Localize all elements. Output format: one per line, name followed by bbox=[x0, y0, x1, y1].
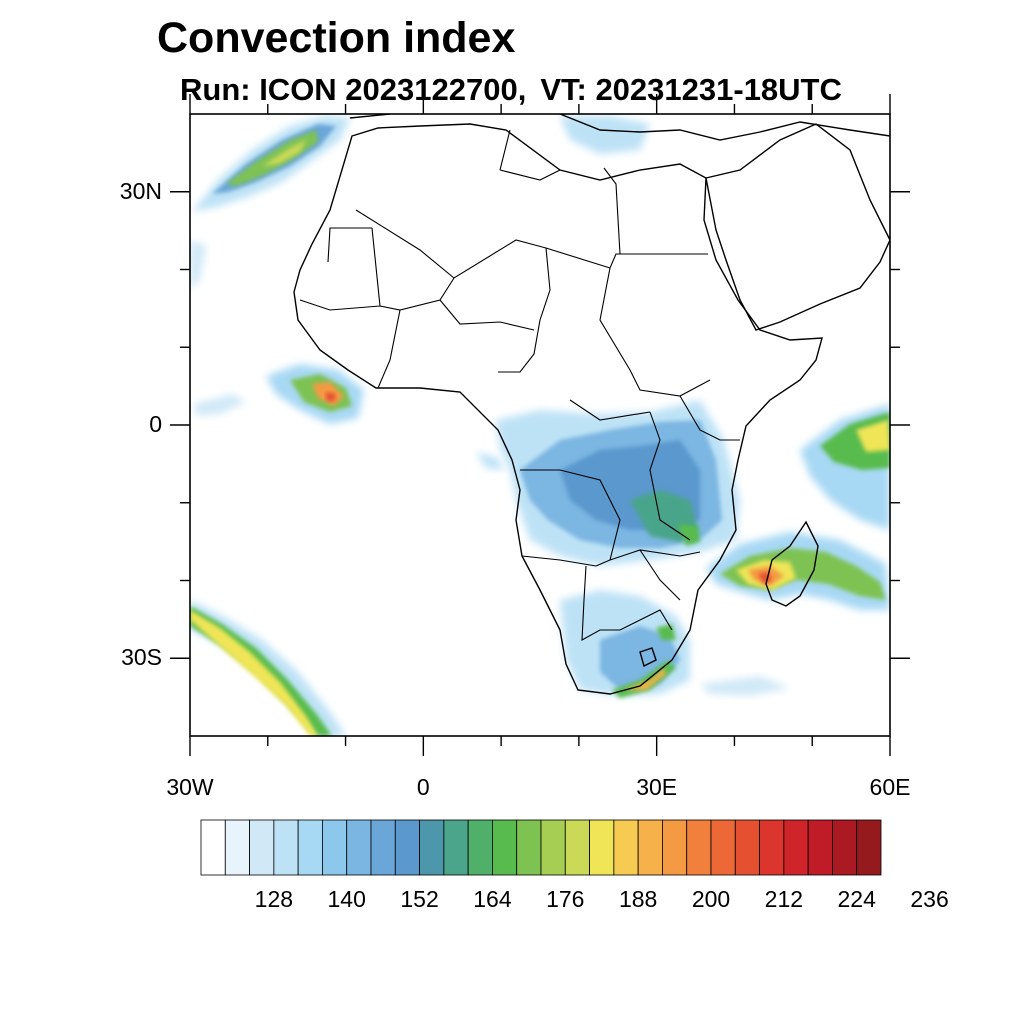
lon-label: 0 bbox=[416, 774, 430, 800]
country-borders bbox=[299, 129, 740, 641]
colorbar-swatch bbox=[564, 819, 590, 876]
colorbar-swatch bbox=[613, 819, 639, 876]
colorbar-swatch bbox=[516, 819, 542, 876]
cloud-south-atlantic-front bbox=[190, 600, 346, 736]
colorbar-swatch bbox=[686, 819, 712, 876]
lat-label: 30N bbox=[119, 177, 162, 204]
colorbar-label: 200 bbox=[691, 886, 731, 912]
colorbar-label: 224 bbox=[837, 886, 876, 912]
arabia-coastline bbox=[705, 123, 890, 331]
colorbar-label: 236 bbox=[910, 886, 949, 912]
colorbar-swatch bbox=[370, 819, 396, 876]
colorbar-swatch bbox=[394, 819, 420, 876]
cloud-madagascar bbox=[706, 532, 890, 610]
colorbar-swatch bbox=[734, 819, 760, 876]
colorbar-swatch bbox=[856, 819, 882, 876]
coastlines-and-borders bbox=[293, 114, 890, 695]
cloud-southern-ocean bbox=[700, 676, 790, 696]
colorbar-swatch bbox=[832, 819, 858, 876]
cloud-central-africa bbox=[496, 400, 740, 566]
run-label: Run: ICON 2023122700, bbox=[180, 72, 527, 107]
colorbar-label: 188 bbox=[618, 886, 658, 912]
colorbar-swatch bbox=[662, 819, 688, 876]
cloud-indian-ocean bbox=[800, 404, 890, 530]
colorbar-label: 176 bbox=[546, 886, 585, 912]
colorbar-label: 128 bbox=[254, 886, 294, 912]
colorbar-swatch bbox=[224, 819, 250, 876]
colorbar-swatch bbox=[783, 819, 809, 876]
map-title: Convection index bbox=[157, 14, 516, 62]
convection-field bbox=[190, 116, 890, 736]
colorbar-label: 152 bbox=[400, 886, 439, 912]
lon-label: 30E bbox=[636, 774, 678, 800]
colorbar-swatch bbox=[589, 819, 615, 876]
colorbar-swatch bbox=[637, 819, 663, 876]
colorbar-swatch bbox=[492, 819, 518, 876]
colorbar-swatch bbox=[540, 819, 566, 876]
colorbar-swatch bbox=[807, 819, 833, 876]
axis-ticks bbox=[170, 94, 910, 756]
colorbar-swatch bbox=[200, 819, 226, 876]
colorbar bbox=[200, 819, 882, 876]
map-subtitle: Run: ICON 2023122700, VT: 20231231-18UTC bbox=[180, 72, 842, 108]
lon-label: 60E bbox=[869, 774, 911, 800]
colorbar-swatch bbox=[710, 819, 736, 876]
colorbar-swatch bbox=[297, 819, 323, 876]
lesotho-border bbox=[639, 647, 657, 668]
colorbar-swatch bbox=[249, 819, 275, 876]
colorbar-label: 212 bbox=[764, 886, 804, 912]
colorbar-swatch bbox=[759, 819, 785, 876]
colorbar-swatch bbox=[322, 819, 348, 876]
cloud-north-atlantic bbox=[192, 116, 350, 212]
cloud-west-edge bbox=[190, 240, 206, 290]
valid-time-label: VT: 20231231-18UTC bbox=[540, 72, 842, 107]
colorbar-swatch bbox=[346, 819, 372, 876]
cloud-southern-africa bbox=[560, 590, 690, 698]
africa-coastline bbox=[293, 123, 823, 695]
cloud-mediterranean bbox=[560, 116, 650, 154]
lat-label: 0 bbox=[149, 411, 162, 437]
colorbar-swatch bbox=[443, 819, 469, 876]
colorbar-label: 164 bbox=[473, 886, 512, 912]
colorbar-swatch bbox=[419, 819, 445, 876]
cloud-guinea-coast bbox=[266, 364, 364, 424]
convection-map bbox=[170, 94, 910, 756]
colorbar-label: 140 bbox=[327, 886, 366, 912]
cloud-atlantic-wisp bbox=[194, 394, 246, 416]
madagascar-coastline bbox=[765, 520, 819, 607]
cloud-gulf-wisp bbox=[476, 452, 504, 470]
colorbar-swatch bbox=[273, 819, 299, 876]
lon-label: 30W bbox=[166, 774, 214, 800]
lat-label: 30S bbox=[121, 644, 162, 671]
colorbar-swatch bbox=[467, 819, 493, 876]
